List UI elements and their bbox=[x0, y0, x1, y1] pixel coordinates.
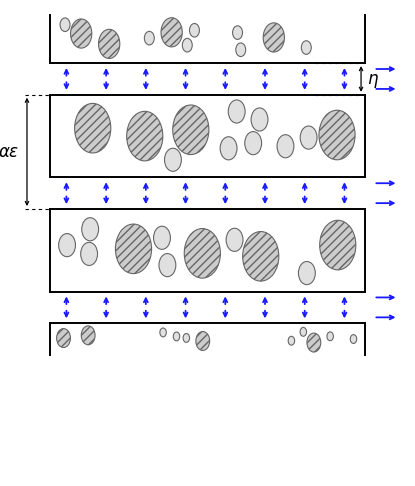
Ellipse shape bbox=[59, 234, 76, 257]
Ellipse shape bbox=[71, 19, 92, 48]
Ellipse shape bbox=[81, 243, 98, 265]
Ellipse shape bbox=[300, 328, 307, 336]
Ellipse shape bbox=[236, 43, 246, 56]
Ellipse shape bbox=[159, 254, 176, 277]
Ellipse shape bbox=[173, 332, 180, 341]
Ellipse shape bbox=[82, 218, 99, 241]
Ellipse shape bbox=[164, 148, 181, 172]
Ellipse shape bbox=[160, 328, 166, 337]
Ellipse shape bbox=[243, 231, 279, 281]
Ellipse shape bbox=[251, 108, 268, 131]
Ellipse shape bbox=[81, 326, 95, 345]
Ellipse shape bbox=[182, 38, 192, 52]
Ellipse shape bbox=[161, 17, 182, 47]
Ellipse shape bbox=[144, 31, 154, 45]
Ellipse shape bbox=[327, 332, 333, 341]
Ellipse shape bbox=[154, 226, 171, 249]
Ellipse shape bbox=[220, 137, 237, 160]
Ellipse shape bbox=[277, 135, 294, 158]
Ellipse shape bbox=[320, 220, 356, 270]
Ellipse shape bbox=[115, 224, 151, 274]
Ellipse shape bbox=[307, 333, 321, 352]
Ellipse shape bbox=[173, 105, 209, 155]
Ellipse shape bbox=[263, 23, 284, 52]
Ellipse shape bbox=[301, 41, 311, 54]
Ellipse shape bbox=[298, 261, 315, 285]
Ellipse shape bbox=[75, 104, 111, 153]
Ellipse shape bbox=[300, 126, 317, 149]
Ellipse shape bbox=[184, 228, 220, 278]
Ellipse shape bbox=[127, 111, 163, 161]
Text: η: η bbox=[367, 70, 378, 88]
Text: αε: αε bbox=[0, 143, 19, 161]
Ellipse shape bbox=[319, 110, 355, 160]
Ellipse shape bbox=[183, 333, 190, 342]
Ellipse shape bbox=[288, 336, 295, 345]
Ellipse shape bbox=[232, 26, 242, 39]
Ellipse shape bbox=[226, 228, 243, 251]
Ellipse shape bbox=[196, 331, 210, 350]
Ellipse shape bbox=[190, 23, 199, 37]
Ellipse shape bbox=[245, 132, 261, 155]
Ellipse shape bbox=[350, 335, 357, 344]
Ellipse shape bbox=[60, 18, 70, 32]
Ellipse shape bbox=[56, 329, 71, 347]
Ellipse shape bbox=[98, 29, 120, 58]
Ellipse shape bbox=[228, 100, 245, 123]
